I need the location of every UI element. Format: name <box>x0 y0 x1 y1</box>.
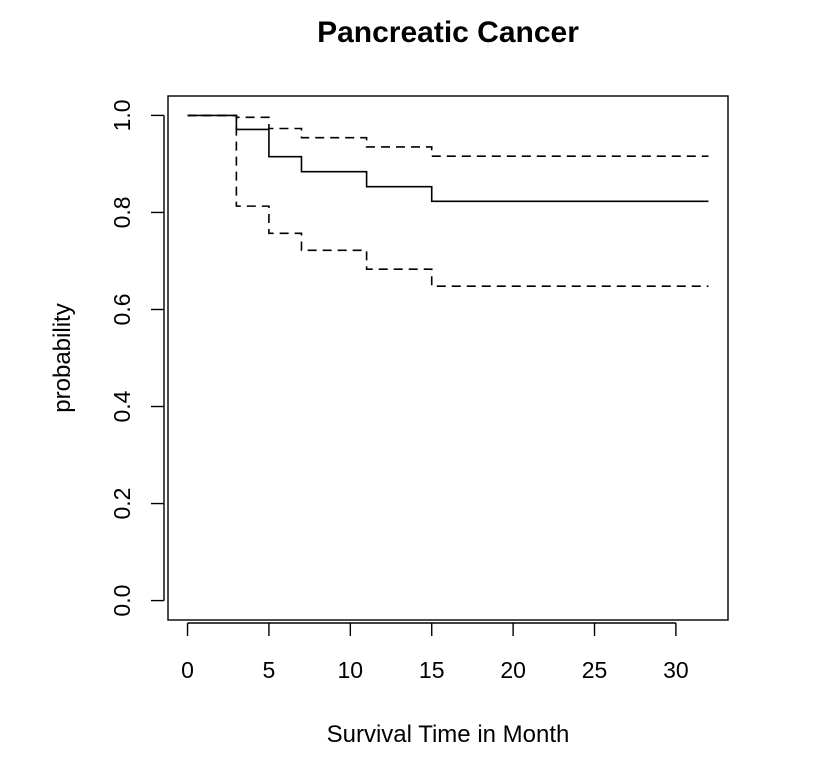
y-tick-label: 1.0 <box>109 99 135 131</box>
y-tick-label: 0.6 <box>109 293 135 325</box>
y-tick-label: 0.2 <box>109 488 135 520</box>
x-tick-label: 15 <box>419 657 445 683</box>
plot-frame <box>167 95 729 621</box>
y-tick-label: 0.4 <box>109 390 135 422</box>
x-tick-label: 30 <box>663 657 689 683</box>
upper-confidence-line <box>187 114 709 157</box>
x-tick-label: 5 <box>263 657 276 683</box>
x-axis-label: Survival Time in Month <box>327 721 570 748</box>
x-tick-label: 20 <box>500 657 526 683</box>
x-tick-label: 25 <box>582 657 608 683</box>
x-tick-label: 10 <box>338 657 364 683</box>
lower-confidence-line <box>187 114 709 287</box>
y-tick-label: 0.0 <box>109 585 135 617</box>
x-axis: 0 5 10 15 20 25 30 <box>181 622 689 683</box>
y-tick-label: 0.8 <box>109 196 135 228</box>
y-axis-label: probability <box>49 303 76 412</box>
x-tick-label: 0 <box>181 657 194 683</box>
series-layer <box>187 114 709 287</box>
y-axis: 0.0 0.2 0.4 0.6 0.8 1.0 <box>109 99 165 617</box>
chart-title: Pancreatic Cancer <box>317 16 579 49</box>
survival-curve-line <box>187 114 709 203</box>
